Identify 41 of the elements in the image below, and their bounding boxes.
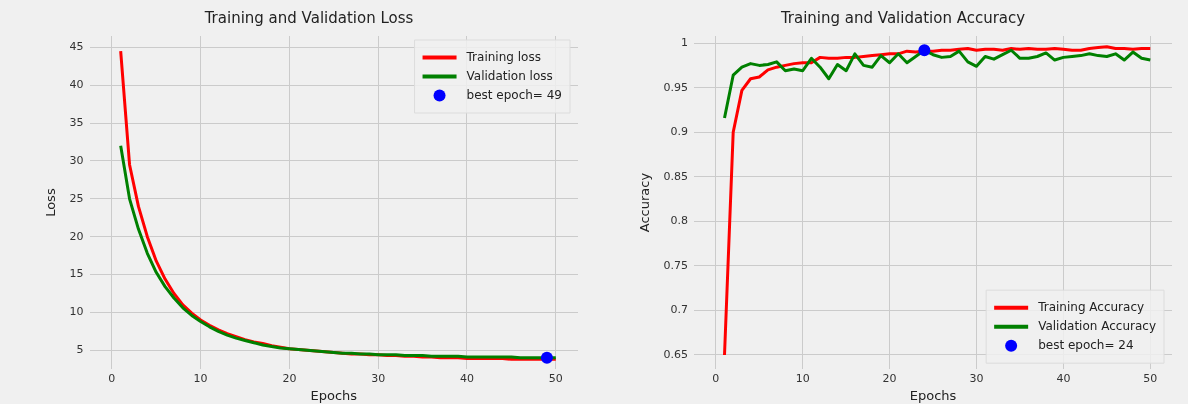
y-tick-label: 10 [69, 305, 84, 319]
legend-label: Training Accuracy [1037, 299, 1145, 314]
legend-label: Validation loss [466, 68, 553, 83]
y-tick-label: 1 [681, 35, 689, 49]
y-tick-label: 0.9 [670, 125, 689, 139]
legend-label: Training loss [465, 49, 541, 64]
x-tick-label: 0 [712, 371, 720, 385]
y-tick-label: 35 [69, 115, 84, 129]
y-tick-label: 30 [69, 153, 84, 167]
y-tick-label: 40 [69, 78, 84, 92]
x-tick-label: 20 [882, 371, 897, 385]
x-tick-label: 30 [969, 371, 984, 385]
y-tick-label: 0.65 [663, 347, 689, 361]
x-axis-title: Epochs [310, 387, 358, 403]
x-tick-label: 30 [371, 371, 386, 385]
x-tick-label: 20 [282, 371, 297, 385]
x-tick-label: 10 [193, 371, 208, 385]
y-tick-label: 0.95 [663, 80, 689, 94]
y-tick-label: 0.75 [663, 258, 689, 272]
legend-label: best epoch= 49 [466, 87, 563, 102]
y-tick-label: 0.8 [670, 214, 689, 228]
legend-label: Validation Accuracy [1038, 318, 1156, 333]
y-tick-label: 25 [69, 191, 84, 205]
x-tick-label: 40 [1056, 371, 1071, 385]
legend-label: best epoch= 24 [1038, 337, 1134, 352]
x-tick-label: 50 [548, 371, 563, 385]
y-tick-label: 0.7 [670, 303, 689, 317]
y-tick-label: 20 [69, 229, 84, 243]
y-tick-label: 15 [69, 267, 84, 281]
x-tick-label: 40 [460, 371, 474, 385]
y-axis-title: Accuracy [637, 172, 653, 233]
y-tick-label: 5 [76, 343, 84, 357]
x-tick-label: 0 [108, 371, 116, 385]
chart-title: Training and Validation Accuracy [779, 8, 1026, 27]
y-axis-title: Loss [43, 188, 59, 217]
x-tick-label: 10 [795, 371, 810, 385]
y-tick-label: 0.85 [663, 169, 689, 183]
y-tick-label: 45 [69, 40, 84, 54]
x-tick-label: 50 [1143, 371, 1158, 385]
chart-title: Training and Validation Loss [203, 8, 414, 27]
x-axis-title: Epochs [909, 387, 957, 403]
